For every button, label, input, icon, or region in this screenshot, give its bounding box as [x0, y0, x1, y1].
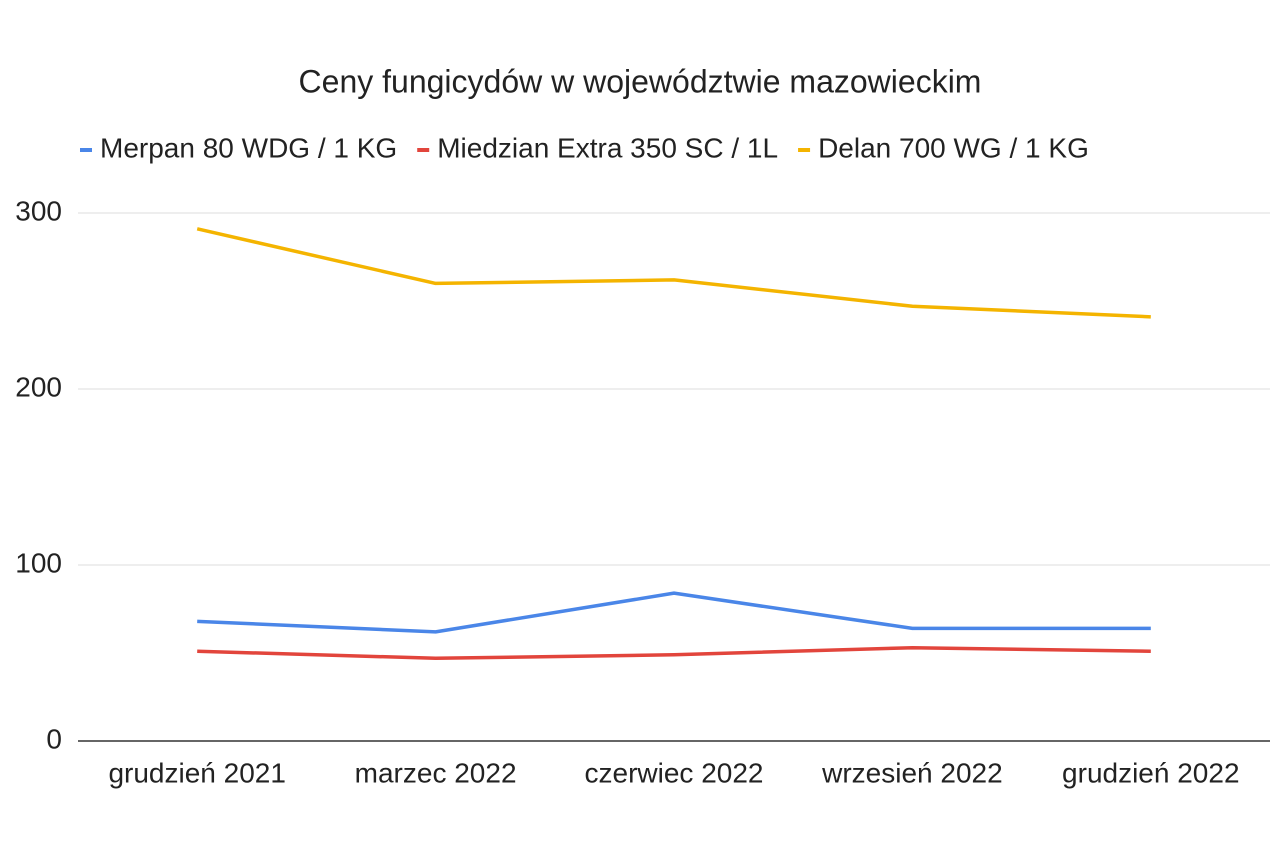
y-tick-label: 0: [46, 723, 62, 754]
y-tick-label: 200: [15, 371, 62, 402]
x-tick-label: grudzień 2021: [108, 757, 285, 788]
series-line: [196, 227, 1151, 319]
y-tick-label: 100: [15, 547, 62, 578]
legend-label: Delan 700 WG / 1 KG: [818, 132, 1089, 163]
chart-title: Ceny fungicydów w województwie mazowieck…: [299, 63, 982, 99]
x-tick-label: czerwiec 2022: [585, 757, 764, 788]
x-tick-label: grudzień 2022: [1062, 757, 1239, 788]
x-tick-label: wrzesień 2022: [821, 757, 1003, 788]
y-tick-label: 300: [15, 195, 62, 226]
legend-label: Miedzian Extra 350 SC / 1L: [437, 132, 778, 163]
series-line: [197, 591, 1151, 634]
legend-label: Merpan 80 WDG / 1 KG: [100, 132, 397, 163]
series-line: [197, 645, 1151, 661]
x-tick-label: marzec 2022: [355, 757, 517, 788]
